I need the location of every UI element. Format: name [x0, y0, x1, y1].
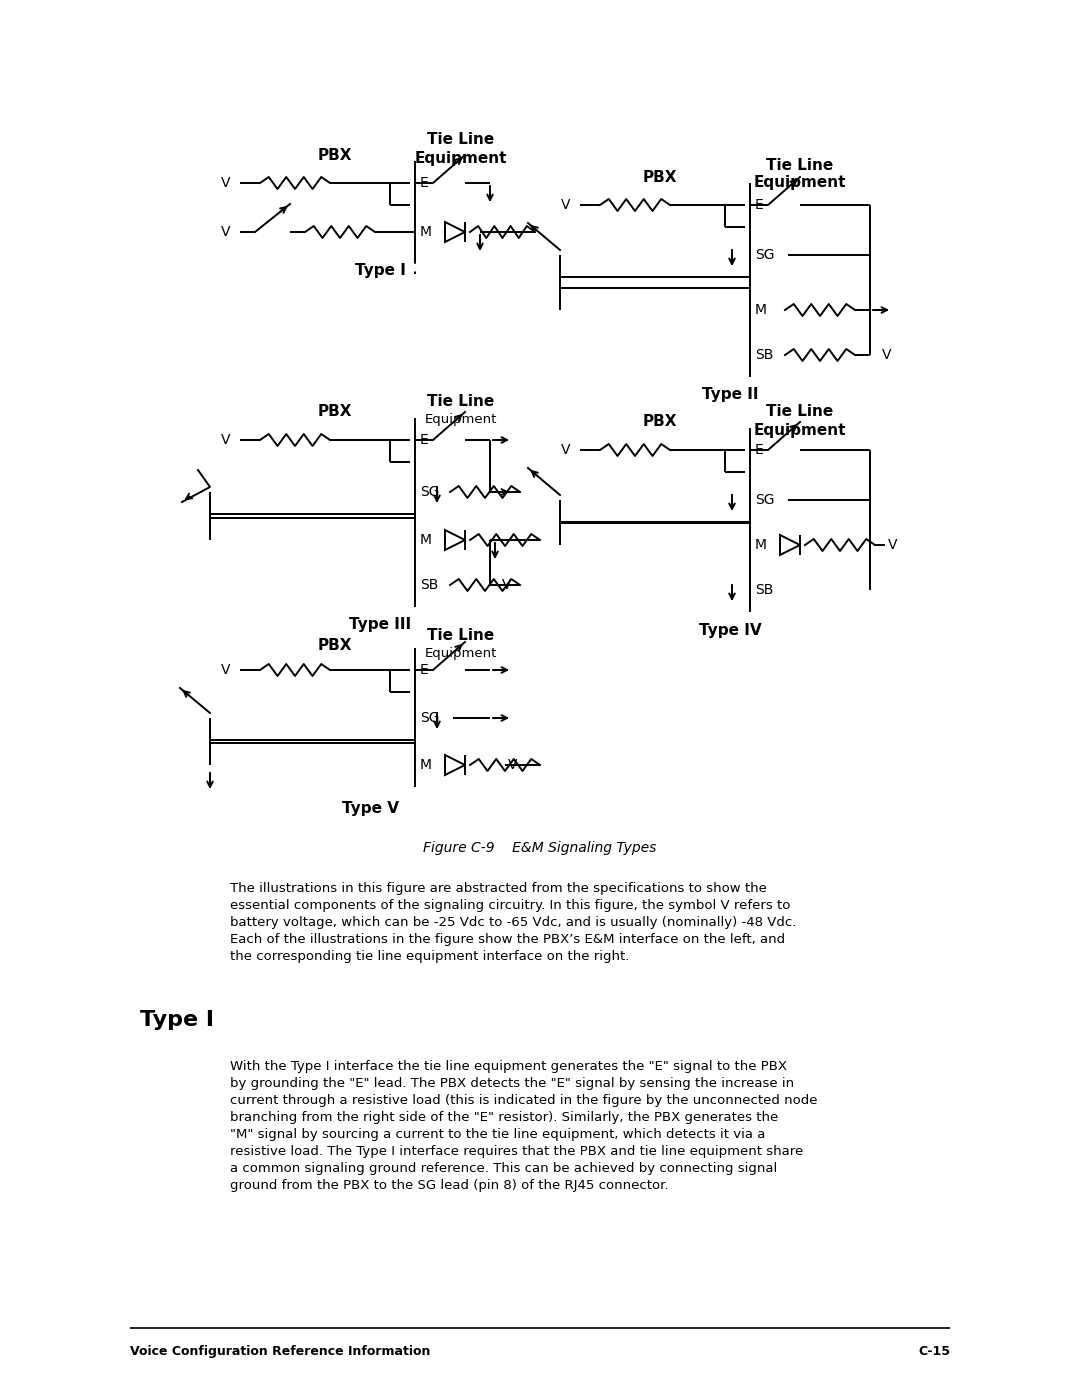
Text: C-15: C-15: [918, 1345, 950, 1358]
Text: Type II: Type II: [702, 387, 758, 402]
Text: E: E: [755, 198, 764, 212]
Text: PBX: PBX: [318, 405, 352, 419]
Text: Tie Line: Tie Line: [428, 627, 495, 643]
Text: PBX: PBX: [318, 148, 352, 162]
Text: M: M: [755, 303, 767, 317]
Text: V: V: [888, 538, 897, 552]
Text: Equipment: Equipment: [415, 151, 508, 165]
Text: M: M: [420, 534, 432, 548]
Text: Tie Line: Tie Line: [428, 394, 495, 409]
Text: V: V: [561, 198, 570, 212]
Text: SB: SB: [420, 578, 438, 592]
Text: PBX: PBX: [318, 637, 352, 652]
Text: E: E: [420, 433, 429, 447]
Text: Type I: Type I: [354, 263, 405, 278]
Text: SB: SB: [755, 583, 773, 597]
Text: Equipment: Equipment: [424, 414, 497, 426]
Text: Tie Line: Tie Line: [767, 405, 834, 419]
Text: Tie Line: Tie Line: [428, 133, 495, 148]
Text: V: V: [220, 225, 230, 239]
Text: The illustrations in this figure are abstracted from the specifications to show : The illustrations in this figure are abs…: [230, 882, 796, 963]
Text: M: M: [420, 759, 432, 773]
Text: Equipment: Equipment: [754, 176, 847, 190]
Text: Type III: Type III: [349, 617, 411, 633]
Text: V: V: [220, 664, 230, 678]
Text: M: M: [420, 225, 432, 239]
Text: V: V: [220, 433, 230, 447]
Text: Type IV: Type IV: [699, 623, 761, 637]
Text: V: V: [561, 443, 570, 457]
Text: V: V: [882, 348, 891, 362]
Text: SB: SB: [755, 348, 773, 362]
Text: E: E: [755, 443, 764, 457]
Text: Type V: Type V: [341, 800, 399, 816]
Text: SG: SG: [420, 711, 440, 725]
Text: Voice Configuration Reference Information: Voice Configuration Reference Informatio…: [130, 1345, 430, 1358]
Text: Equipment: Equipment: [754, 422, 847, 437]
Text: Equipment: Equipment: [424, 647, 497, 659]
Text: With the Type I interface the tie line equipment generates the "E" signal to the: With the Type I interface the tie line e…: [230, 1060, 818, 1192]
Text: PBX: PBX: [643, 170, 677, 186]
Text: Type I: Type I: [140, 1010, 214, 1030]
Text: E: E: [420, 664, 429, 678]
Text: E: E: [420, 176, 429, 190]
Text: Figure C-9    E&M Signaling Types: Figure C-9 E&M Signaling Types: [423, 841, 657, 855]
Text: Tie Line: Tie Line: [767, 158, 834, 172]
Text: V: V: [502, 578, 512, 592]
Text: M: M: [755, 538, 767, 552]
Text: SG: SG: [755, 493, 774, 507]
Text: SG: SG: [420, 485, 440, 499]
Text: SG: SG: [755, 249, 774, 263]
Text: V: V: [220, 176, 230, 190]
Text: PBX: PBX: [643, 415, 677, 429]
Text: V: V: [508, 759, 517, 773]
